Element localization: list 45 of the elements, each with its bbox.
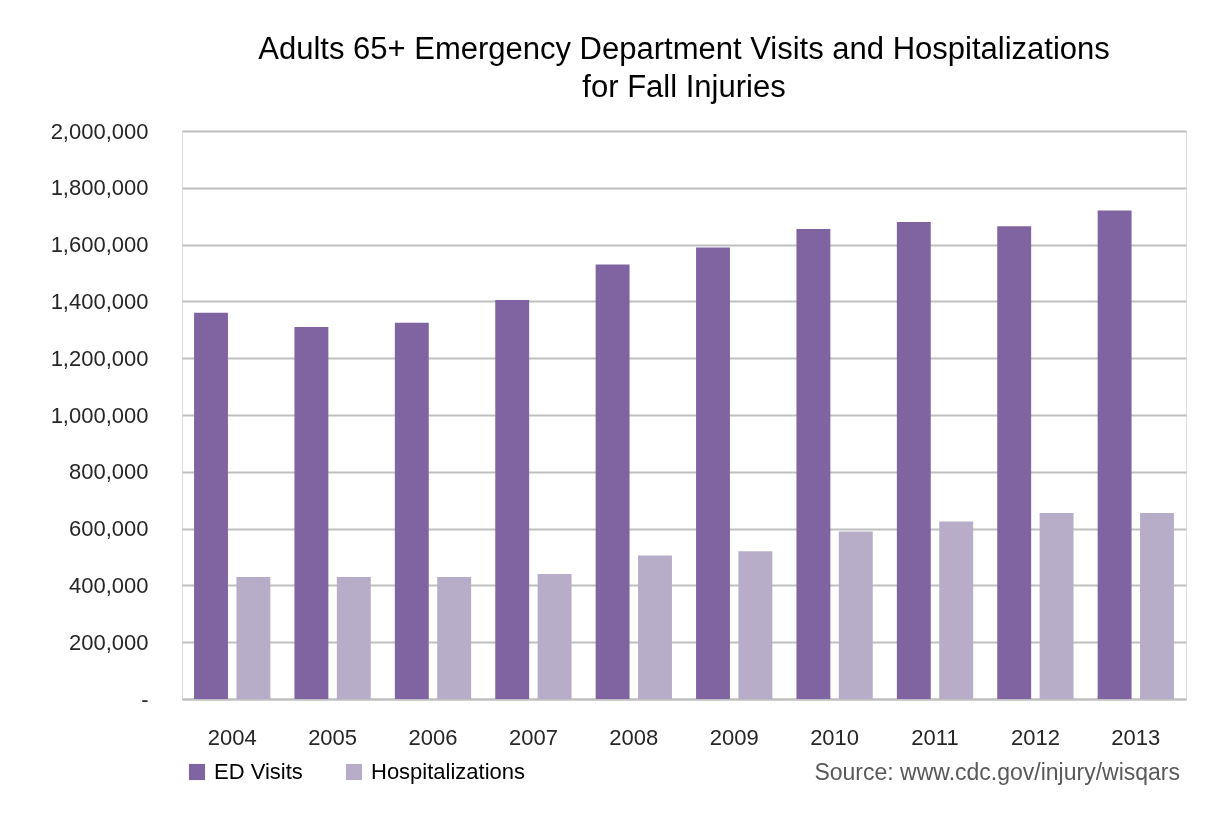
bar	[437, 576, 472, 699]
legend-label: Hospitalizations	[371, 759, 526, 784]
y-tick-label: 1,800,000	[50, 175, 149, 201]
bar	[495, 299, 530, 699]
bar	[696, 247, 730, 699]
bar	[1039, 512, 1074, 699]
bar	[236, 576, 271, 699]
bar	[394, 322, 429, 699]
bar	[638, 555, 672, 699]
y-tick-label: -	[141, 686, 149, 712]
x-tick-label: 2004	[207, 724, 257, 750]
x-tick-label: 2007	[508, 724, 558, 750]
x-tick-label: 2012	[1010, 724, 1060, 750]
y-tick-label: 2,000,000	[50, 118, 149, 144]
x-tick-label: 2011	[911, 724, 959, 750]
bar	[796, 228, 831, 699]
x-tick-label: 2008	[609, 724, 659, 750]
y-tick-label: 1,600,000	[50, 232, 149, 258]
x-tick-label: 2010	[810, 724, 860, 750]
bar	[997, 226, 1032, 699]
y-tick-label: 600,000	[68, 516, 149, 542]
bar	[1140, 512, 1174, 699]
bar	[194, 312, 228, 699]
y-tick-label: 200,000	[68, 629, 149, 655]
bar	[838, 531, 873, 699]
x-tick-label: 2013	[1111, 724, 1161, 750]
x-tick-label: 2005	[308, 724, 358, 750]
bar	[939, 521, 974, 699]
bar	[537, 574, 572, 699]
chart-title: Adults 65+ Emergency Department Visits and Hospitalizations for Fall Injuries	[258, 31, 1110, 104]
y-tick-label: 1,000,000	[50, 402, 149, 428]
x-tick-label: 2006	[408, 724, 458, 750]
legend-label: ED Visits	[214, 759, 303, 784]
y-tick-label: 1,200,000	[50, 345, 149, 371]
y-tick-label: 800,000	[68, 459, 149, 485]
bar	[595, 264, 630, 699]
y-tick-label: 400,000	[68, 572, 149, 598]
source-note: Source: www.cdc.gov/injury/wisqars	[814, 759, 1180, 785]
bar	[336, 576, 371, 699]
bar	[294, 326, 329, 699]
x-tick-label: 2009	[709, 724, 759, 750]
y-tick-label: 1,400,000	[50, 288, 149, 314]
bar	[1097, 210, 1132, 699]
bar	[738, 551, 773, 699]
bar	[896, 221, 931, 699]
